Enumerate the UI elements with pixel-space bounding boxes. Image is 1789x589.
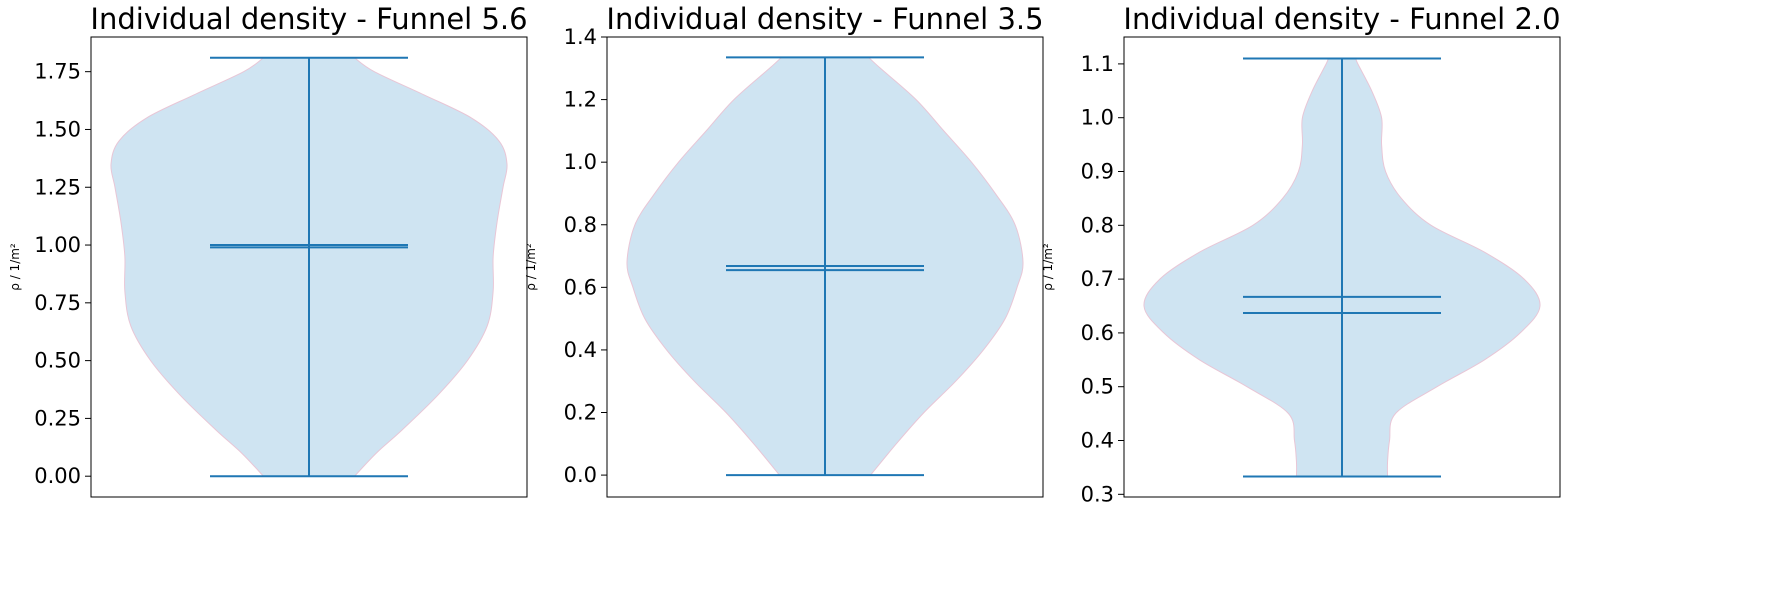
y-tick-label: 0.00 [34, 464, 81, 488]
y-tick-label: 0.6 [1081, 321, 1114, 345]
panel-title: Individual density - Funnel 5.6 [90, 2, 527, 36]
y-tick-label: 1.4 [564, 25, 597, 49]
y-tick-label: 0.6 [564, 275, 597, 299]
y-tick-label: 0.8 [564, 213, 597, 237]
y-axis: 0.3 0.4 0.5 0.6 0.7 0.8 0.9 1.0 1.1 [1081, 52, 1124, 506]
y-tick-label: 1.0 [1081, 106, 1114, 130]
y-axis-label: ρ / 1/m² [1041, 243, 1055, 291]
y-axis-label: ρ / 1/m² [8, 243, 22, 291]
y-tick-label: 0.4 [564, 338, 597, 362]
y-tick-label: 0.4 [1081, 429, 1114, 453]
y-tick-label: 0.0 [564, 463, 597, 487]
violin-summary-lines [1243, 57, 1441, 478]
y-tick-label: 0.75 [34, 291, 81, 315]
y-tick-label: 1.25 [34, 175, 81, 199]
y-axis: 0.00 0.25 0.50 0.75 1.00 1.25 1.50 1.75 [34, 60, 91, 488]
y-tick-label: 1.1 [1081, 52, 1114, 76]
panel-title: Individual density - Funnel 2.0 [1123, 2, 1560, 36]
y-tick-label: 0.25 [34, 406, 81, 430]
y-axis: 0.0 0.2 0.4 0.6 0.8 1.0 1.2 1.4 [564, 25, 607, 487]
violin-summary-lines [726, 56, 924, 477]
y-tick-label: 0.9 [1081, 160, 1114, 184]
violin-panel-funnel-5-6: Individual density - Funnel 5.6 ρ / 1/m²… [8, 2, 528, 498]
y-tick-label: 0.3 [1081, 482, 1114, 506]
plot-frame [1123, 36, 1561, 498]
y-tick-label: 1.75 [34, 60, 81, 84]
y-tick-label: 1.00 [34, 233, 81, 257]
violin-panel-funnel-3-5: Individual density - Funnel 3.5 ρ / 1/m²… [524, 2, 1044, 498]
plot-frame [90, 36, 528, 498]
y-tick-label: 0.8 [1081, 213, 1114, 237]
y-tick-label: 0.7 [1081, 267, 1114, 291]
y-tick-label: 0.5 [1081, 375, 1114, 399]
y-tick-label: 0.50 [34, 349, 81, 373]
y-tick-label: 0.2 [564, 401, 597, 425]
y-tick-label: 1.0 [564, 150, 597, 174]
y-tick-label: 1.2 [564, 88, 597, 112]
violin-panel-funnel-2-0: Individual density - Funnel 2.0 ρ / 1/m²… [1041, 2, 1561, 506]
violin-summary-lines [210, 56, 408, 478]
panel-title: Individual density - Funnel 3.5 [606, 2, 1043, 36]
y-axis-label: ρ / 1/m² [524, 243, 538, 291]
plot-frame [606, 36, 1044, 498]
y-tick-label: 1.50 [34, 117, 81, 141]
